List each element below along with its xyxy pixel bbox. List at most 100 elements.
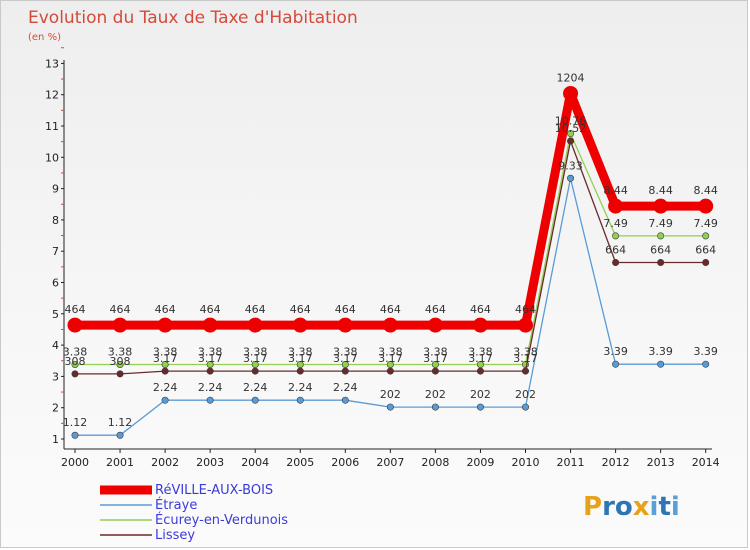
x-tick-label: 2010 [512,456,540,469]
data-label: 3.17 [378,352,403,365]
data-point [71,370,79,378]
x-tick-label: 2007 [376,456,404,469]
data-label: 308 [65,355,86,368]
data-label: 10.52 [555,122,587,135]
x-tick-label: 2006 [331,456,359,469]
data-point [116,431,124,439]
data-point [518,317,533,333]
x-tick-label: 2001 [106,456,134,469]
data-label: 464 [425,303,446,316]
data-labels: 464 464 464 464 464 464 464 464 464 464 464 1204 8.4… [63,71,718,429]
data-point [157,317,173,333]
chart-title: Evolution du Taux de Taxe d'Habitation [28,8,358,28]
data-label: 2.24 [153,381,178,394]
data-point [563,85,579,101]
data-point [657,232,665,240]
data-point [341,396,349,404]
x-tick-label: 2013 [647,456,675,469]
data-label: 464 [470,303,491,316]
data-point [337,317,353,333]
data-point [653,198,669,214]
data-label: 3.17 [333,352,358,365]
data-label: 3.38 [243,346,268,359]
data-point [702,258,710,266]
data-label: 464 [290,303,311,316]
data-label: 2.24 [288,381,313,394]
legend-label: Lissey [155,528,195,543]
data-label: 3.17 [198,352,223,365]
data-point [206,367,214,375]
x-tick-label: 2004 [241,456,269,469]
data-point [427,317,443,333]
data-label: 3.38 [333,346,358,359]
data-label: 464 [515,303,536,316]
data-point [431,367,439,375]
y-tick-label: 11 [45,120,59,133]
data-point [382,317,398,333]
data-label: 3.17 [288,352,313,365]
y-tick-label: 3 [52,370,59,383]
data-label: 3.17 [243,352,268,365]
data-label: 2.24 [243,381,268,394]
data-point [71,361,79,369]
x-tick-label: 2011 [557,456,585,469]
data-point [116,370,124,378]
data-point [657,258,665,266]
data-point [567,174,575,182]
data-label: 3.38 [288,346,313,359]
data-label: 3.39 [693,345,718,358]
data-label: 3.38 [198,346,223,359]
data-point [612,258,620,266]
data-point [251,367,259,375]
data-label: 3.39 [648,345,673,358]
data-point [612,232,620,240]
data-label: 1.12 [108,416,133,429]
data-point [476,367,484,375]
chart-subtitle: (en %) [28,32,61,43]
data-label: 2.24 [333,381,358,394]
data-label: 464 [245,303,266,316]
series-layer [67,85,714,439]
series-line-3 [75,140,706,375]
proxiti-logo: Proxiti [583,492,680,522]
data-label: 7.49 [648,217,673,230]
x-tick-label: 2008 [421,456,449,469]
data-label: 8.44 [603,184,628,197]
data-point [296,367,304,375]
data-point [247,317,263,333]
data-label: 464 [65,303,86,316]
legend-label: RéVILLE-AUX-BOIS [155,483,273,498]
data-point [67,317,83,333]
y-tick-label: 1 [52,433,59,446]
data-point [341,367,349,375]
data-label: 3.39 [603,345,628,358]
data-label: 3.38 [153,346,178,359]
data-point [112,317,128,333]
y-tick-label: 12 [45,89,59,102]
data-point [567,130,575,138]
data-label: 1.12 [63,416,88,429]
data-label: 3.38 [468,346,493,359]
data-label: 7.49 [603,217,628,230]
x-tick-label: 2003 [196,456,224,469]
data-point [567,137,575,145]
data-point [161,367,169,375]
data-point [251,396,259,404]
data-label: 202 [425,388,446,401]
data-point [698,198,714,214]
legend-label: Écurey-en-Verdunois [155,512,288,528]
y-tick-label: 4 [52,339,59,352]
data-label: 3.17 [153,352,178,365]
data-label: 664 [605,243,626,256]
data-point [608,198,624,214]
data-label: 3.17 [468,352,493,365]
data-label: 8.44 [693,184,718,197]
data-point [386,403,394,411]
x-tick-label: 2002 [151,456,179,469]
data-label: 202 [380,388,401,401]
x-tick-label: 2012 [602,456,630,469]
data-point [702,232,710,240]
